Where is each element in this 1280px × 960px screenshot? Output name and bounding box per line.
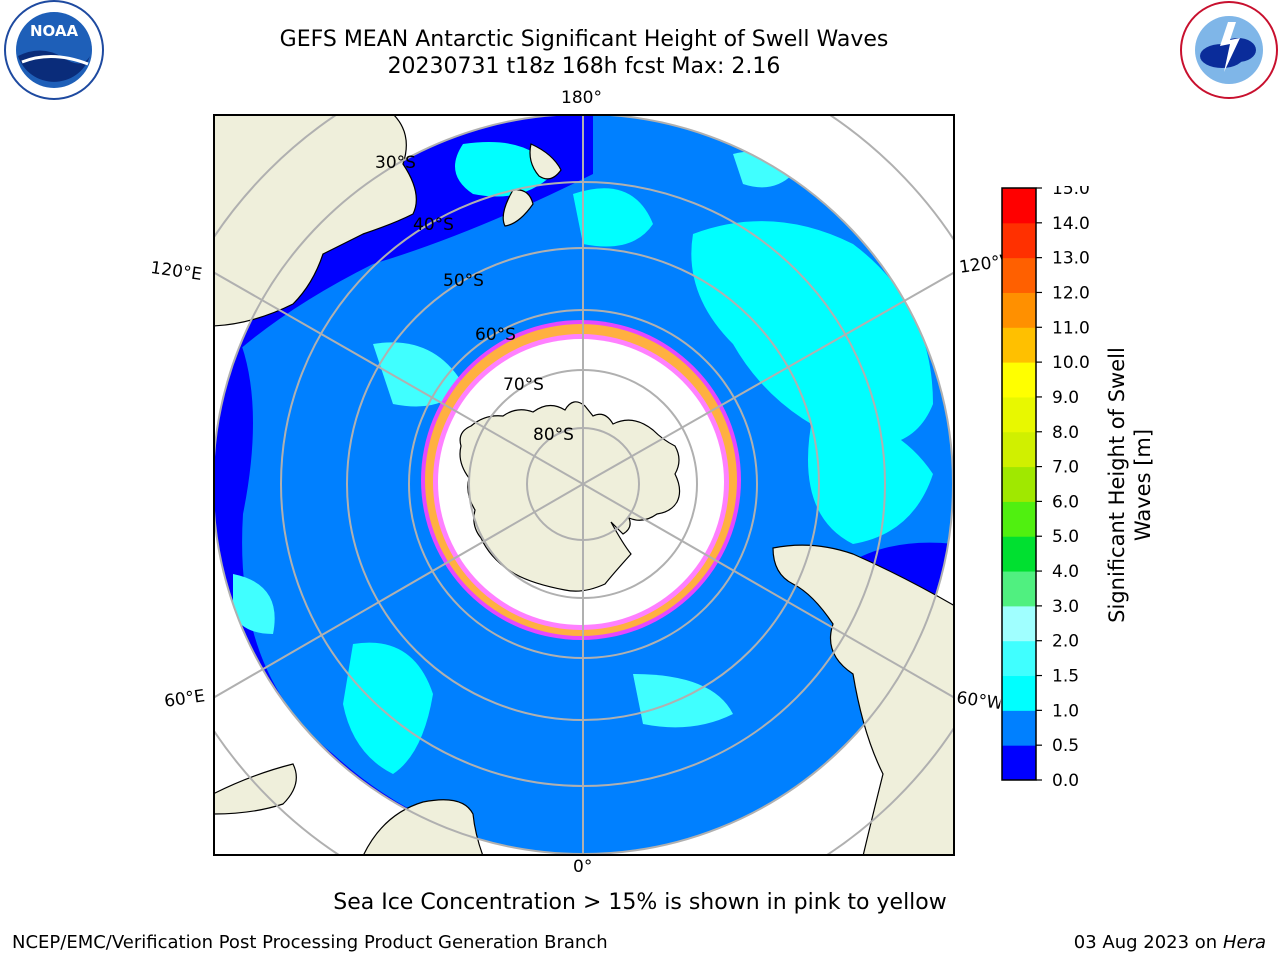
lat-label-70s: 70°S [503,375,544,395]
colorbar-cell [1002,571,1036,607]
colorbar-tick-label: 5.0 [1052,527,1079,547]
colorbar-tick-label: 6.0 [1052,492,1079,512]
date-value: 03 Aug 2023 on [1073,932,1218,953]
colorbar-cell [1002,188,1036,224]
colorbar-tick-label: 1.5 [1052,667,1079,687]
colorbar-cell [1002,640,1036,677]
colorbar-tick-label: 3.0 [1052,597,1079,617]
map-panel: 30°S 40°S 50°S 60°S 70°S 80°S [213,114,955,856]
sea-ice-note: Sea Ice Concentration > 15% is shown in … [333,890,947,915]
chart-subtitle: 20230731 t18z 168h fcst Max: 2.16 [387,54,781,79]
lat-label-80s: 80°S [533,425,574,445]
colorbar-tick-label: 12.0 [1052,283,1090,303]
colorbar-cell [1002,327,1036,363]
credit-text: NCEP/EMC/Verification Post Processing Pr… [12,932,608,953]
colorbar-tick-label: 4.0 [1052,562,1079,582]
africa-landmass [362,799,484,855]
colorbar-tick-label: 9.0 [1052,388,1079,408]
lon-label-0: 0° [573,857,593,877]
colorbar-tick-label: 11.0 [1052,318,1090,338]
colorbar-tick-label: 15.0 [1052,186,1090,199]
lon-label-120e: 120°E [149,258,204,286]
colorbar-cell [1002,396,1036,433]
colorbar-title: Significant Height of Swell Waves [m] [1105,347,1155,623]
colorbar-cell [1002,501,1036,537]
colorbar-tick-label: 0.0 [1052,771,1079,786]
south-america-landmass [772,544,954,855]
colorbar-cell [1002,745,1036,781]
lon-label-60e: 60°E [163,686,207,712]
antarctica-landmass [459,401,681,592]
colorbar: 0.0 0.5 1.0 1.5 2.0 3.0 4.0 5.0 6.0 7.0 8.0 9.0 10.0… [1001,186,1090,786]
lat-label-50s: 50°S [443,271,484,291]
lat-label-30s: 30°S [375,153,416,173]
lat-label-60s: 60°S [475,325,516,345]
noaa-logo-icon: NOAA [4,0,104,100]
host-name: Hera [1222,932,1266,953]
colorbar-tick-label: 14.0 [1052,214,1090,234]
colorbar-tick-label: 13.0 [1052,249,1090,269]
colorbar-tick-label: 7.0 [1052,458,1079,478]
nws-logo-icon [1180,1,1278,99]
lon-label-180: 180° [561,88,602,108]
colorbar-tick-label: 0.5 [1052,736,1079,756]
colorbar-cell [1002,466,1036,502]
colorbar-tick-label: 1.0 [1052,701,1079,721]
colorbar-cell [1002,431,1036,468]
chart-title: GEFS MEAN Antarctic Significant Height o… [279,27,889,52]
colorbar-cell [1002,536,1036,572]
lon-label-120w: 120°W [958,251,1005,278]
colorbar-cell [1002,710,1036,746]
colorbar-cell [1002,605,1036,642]
new-zealand-landmass [529,143,562,180]
colorbar-cell [1002,292,1036,328]
colorbar-cell [1002,675,1036,711]
colorbar-tick-label: 2.0 [1052,632,1079,652]
colorbar-cell [1002,222,1036,259]
colorbar-cell [1002,362,1036,398]
colorbar-cell [1002,257,1036,293]
noaa-logo-text: NOAA [30,22,79,40]
lat-label-40s: 40°S [413,215,454,235]
colorbar-tick-label: 8.0 [1052,423,1079,443]
colorbar-tick-label: 10.0 [1052,353,1090,373]
australia-landmass [214,115,417,327]
date-text: 03 Aug 2023 on Hera [1074,932,1266,953]
lon-label-60w: 60°W [955,688,1002,714]
